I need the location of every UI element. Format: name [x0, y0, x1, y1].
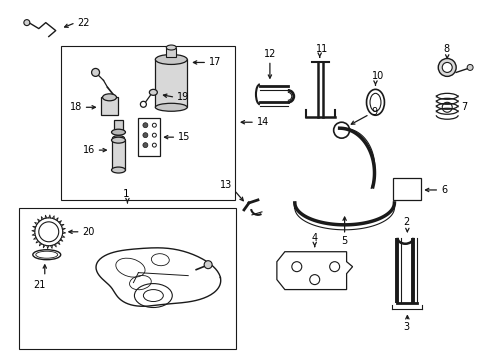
Text: 12: 12: [264, 49, 276, 59]
Bar: [19, 208, 236, 349]
Text: 5: 5: [341, 236, 347, 246]
Bar: [111, 140, 125, 170]
Ellipse shape: [155, 54, 187, 64]
Circle shape: [466, 64, 472, 71]
Text: 21: 21: [34, 280, 46, 289]
Circle shape: [140, 101, 146, 107]
Bar: [113, 120, 123, 132]
Ellipse shape: [112, 136, 124, 141]
Text: 17: 17: [209, 58, 221, 67]
Ellipse shape: [149, 89, 157, 95]
Text: 15: 15: [178, 132, 190, 142]
Circle shape: [152, 143, 156, 147]
Circle shape: [437, 58, 455, 76]
Text: 8: 8: [442, 44, 448, 54]
Text: 3: 3: [403, 323, 408, 332]
Ellipse shape: [102, 94, 116, 101]
Bar: [393, 178, 421, 200]
Bar: [101, 97, 118, 115]
Text: 22: 22: [78, 18, 90, 28]
Text: 11: 11: [315, 44, 327, 54]
Circle shape: [91, 68, 100, 76]
Text: 7: 7: [460, 102, 467, 112]
Ellipse shape: [111, 137, 125, 143]
Text: 19: 19: [177, 92, 189, 102]
Text: 13: 13: [220, 180, 232, 190]
Ellipse shape: [155, 103, 187, 111]
Circle shape: [203, 261, 212, 269]
Text: 4: 4: [311, 233, 317, 243]
Text: 16: 16: [82, 145, 95, 155]
Text: 20: 20: [82, 227, 95, 237]
Text: 9: 9: [371, 107, 377, 117]
Text: 1: 1: [122, 189, 129, 199]
Text: 18: 18: [69, 102, 82, 112]
Bar: [61, 45, 235, 200]
Ellipse shape: [166, 45, 176, 50]
Bar: [155, 59, 187, 107]
Circle shape: [142, 133, 147, 138]
Circle shape: [441, 62, 451, 72]
Circle shape: [142, 123, 147, 128]
Text: 2: 2: [403, 217, 409, 227]
Ellipse shape: [111, 129, 125, 135]
Text: 14: 14: [256, 117, 269, 127]
Bar: [138, 118, 160, 156]
Text: 10: 10: [371, 71, 383, 81]
Ellipse shape: [111, 167, 125, 173]
Circle shape: [142, 143, 147, 148]
Bar: [166, 48, 176, 58]
Text: 6: 6: [440, 185, 447, 195]
Circle shape: [152, 133, 156, 137]
Circle shape: [24, 20, 30, 26]
Circle shape: [152, 123, 156, 127]
